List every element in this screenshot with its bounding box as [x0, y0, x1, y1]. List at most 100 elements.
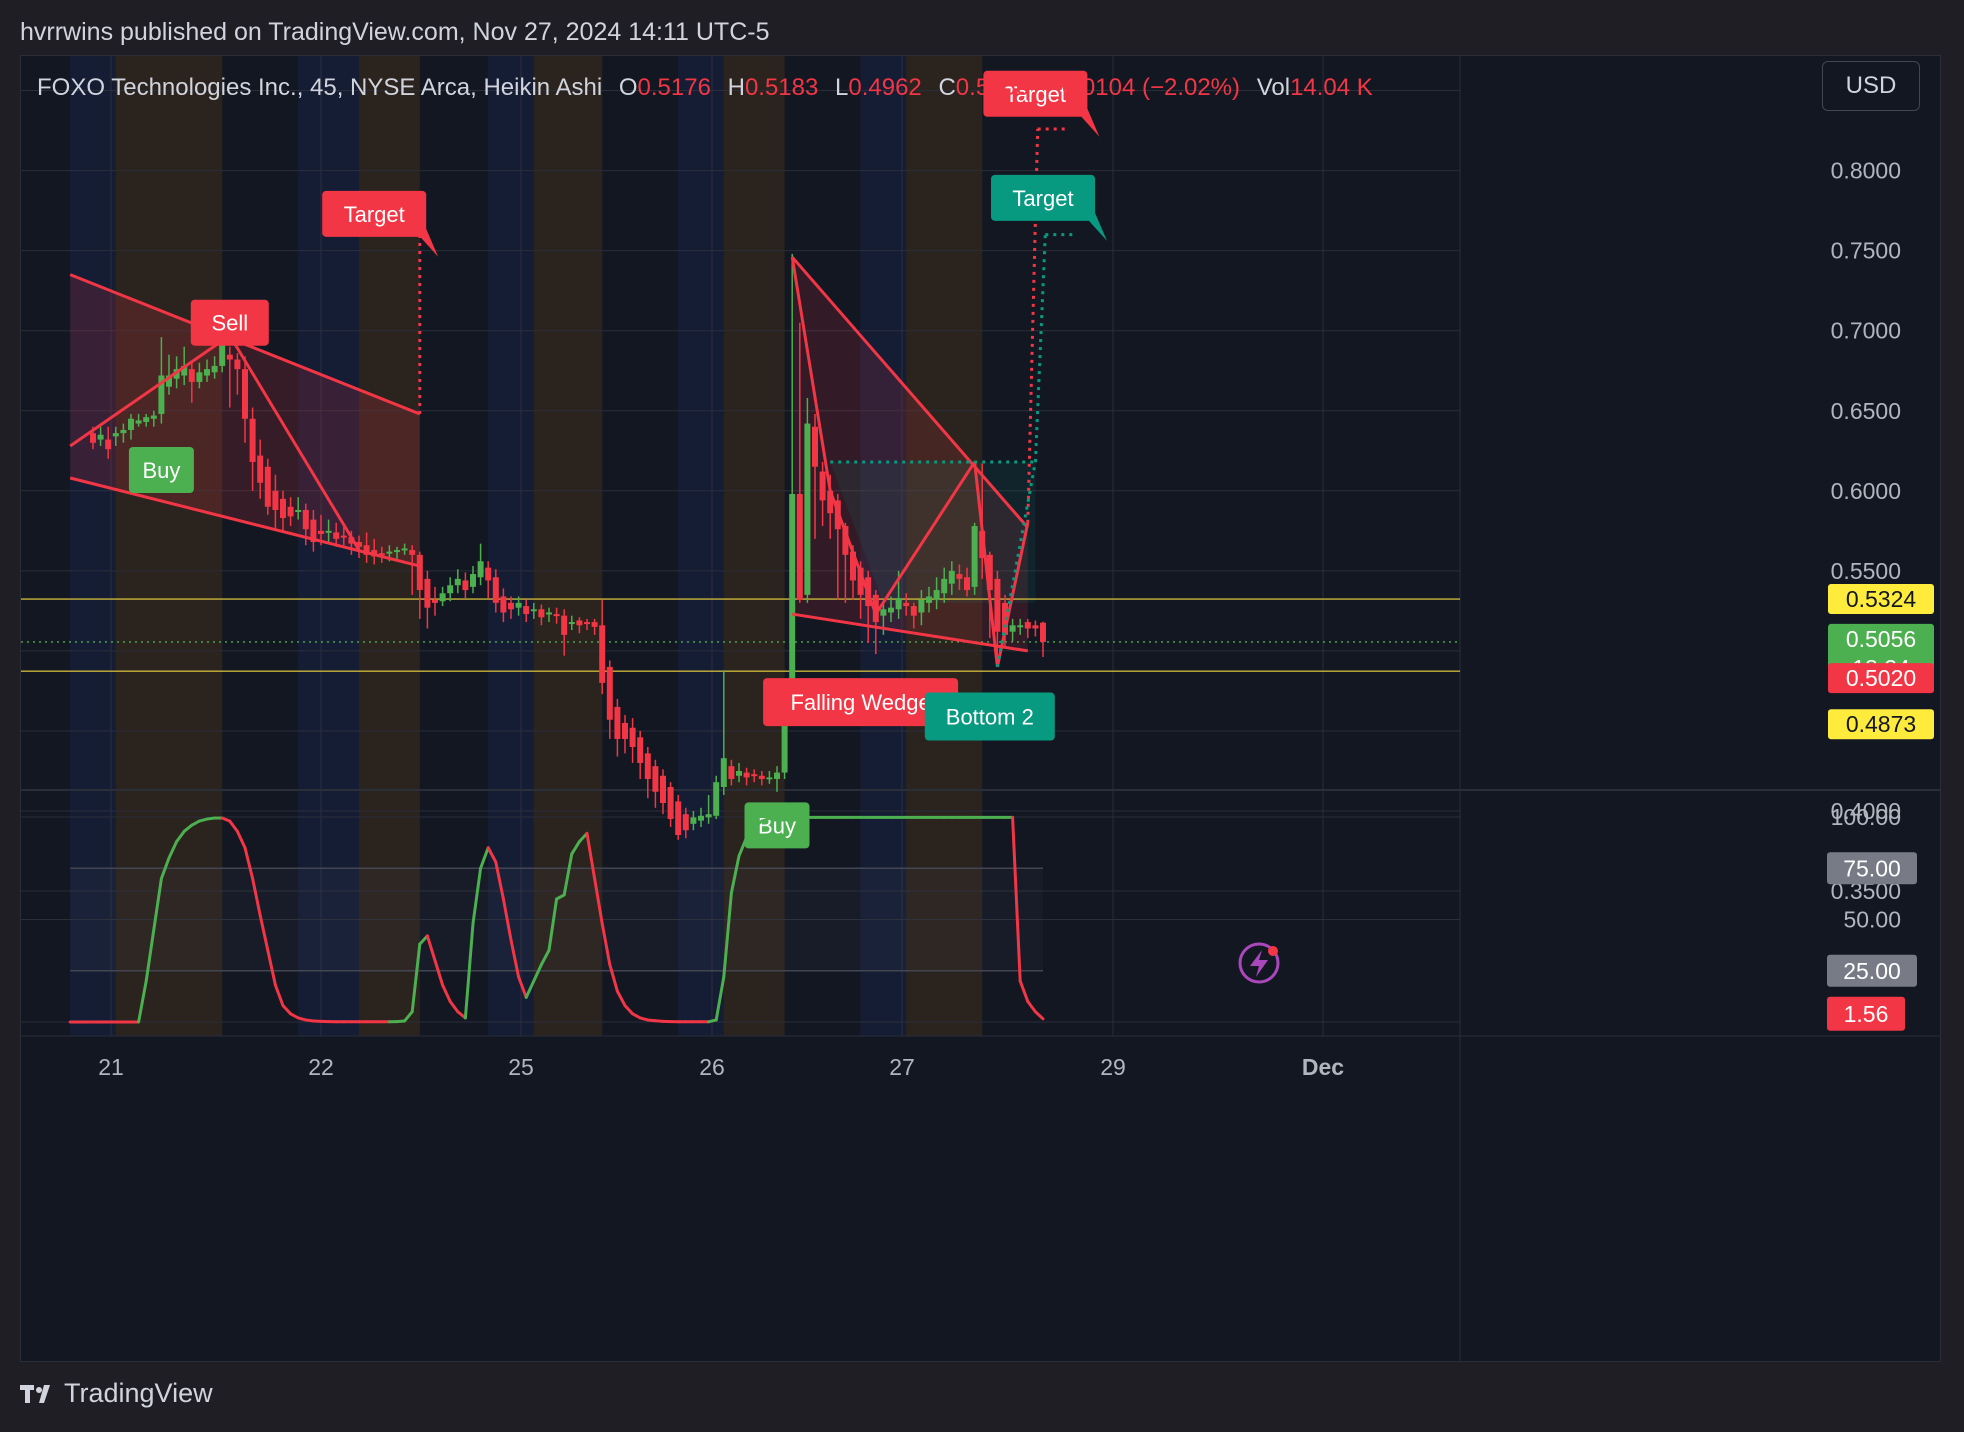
currency-button[interactable]: USD — [1822, 61, 1920, 111]
candle-body — [287, 506, 294, 517]
candle-body — [378, 553, 385, 556]
chart-panel[interactable]: Buy Sell Target Buy Falling Wedge Bottom 2 Tar… — [20, 55, 1941, 1362]
osc-line-segment — [517, 975, 528, 999]
price-tick-label: 0.4000 — [1831, 798, 1901, 824]
price-label-text: 0.5324 — [1846, 586, 1917, 612]
candle-body — [409, 550, 416, 555]
candle-body — [348, 537, 355, 544]
price-label-red: 0.5020 — [1828, 663, 1934, 694]
candle-body — [143, 417, 150, 422]
lightning-dot — [1268, 946, 1278, 956]
low-label: L — [835, 74, 849, 101]
volume-label: Vol — [1256, 74, 1291, 101]
candle-body — [515, 602, 522, 608]
lightning-ring — [1238, 942, 1280, 984]
candle-body — [705, 814, 712, 818]
wedge-zigzag-line — [973, 461, 999, 668]
osc-level-label: 75.00 — [1827, 852, 1917, 885]
candle-body — [424, 578, 431, 608]
candle-body — [219, 340, 226, 366]
candle-body — [135, 420, 142, 424]
osc-line-segment — [615, 989, 627, 1008]
candle-body — [264, 466, 271, 507]
osc-line-segment — [486, 846, 498, 864]
osc-line-segment — [167, 840, 179, 860]
candle-body — [842, 526, 849, 555]
candle-body — [302, 510, 309, 530]
osc-line-segment — [441, 983, 452, 1003]
candle-body — [333, 532, 340, 539]
footer-brand[interactable]: TradingView — [20, 1378, 213, 1409]
time-tick-label: 25 — [508, 1054, 534, 1080]
annotation-pattern-red: Falling Wedge — [763, 678, 959, 727]
osc-current-label: 1.56 — [1827, 996, 1905, 1031]
osc-line-segment — [463, 922, 475, 1020]
bottom-dotted-line — [995, 461, 1037, 668]
time-axis: 21 22 25 26 27 29 Dec — [98, 1054, 1344, 1080]
candle-body — [956, 574, 963, 579]
candle-body — [416, 554, 423, 591]
symbol-legend: FOXO Technologies Inc., 45, NYSE Arca, H… — [37, 74, 1373, 102]
price-label-box — [1828, 663, 1934, 694]
osc-level-label: 25.00 — [1827, 954, 1917, 987]
annotation-box — [983, 70, 1088, 117]
candle-body — [682, 814, 689, 831]
candle-body — [675, 801, 682, 836]
candle-body — [576, 620, 583, 626]
candle-body — [166, 375, 172, 387]
annotation-box — [322, 190, 427, 237]
candle-body — [629, 727, 636, 747]
channel-zigzag-line — [228, 334, 361, 551]
osc-line-segment — [243, 846, 255, 880]
price-label-box — [1828, 584, 1934, 615]
candle-body — [112, 433, 119, 437]
price-label-text: 0.4873 — [1846, 711, 1916, 737]
candle-body — [568, 622, 575, 625]
wedge-zigzag-line — [874, 461, 976, 615]
osc-line-segment — [281, 1004, 293, 1016]
candle-body — [789, 494, 796, 693]
candle-body — [508, 602, 514, 610]
candle-body — [941, 578, 948, 594]
candle-body — [758, 775, 765, 779]
candle-body — [462, 580, 469, 591]
osc-line-segment — [433, 959, 445, 987]
brand-name: TradingView — [64, 1378, 213, 1408]
channel-lower-line — [69, 476, 421, 568]
lightning-alert-icon[interactable] — [1238, 942, 1280, 984]
osc-line-segment — [152, 877, 163, 932]
time-tick-label: 22 — [308, 1054, 334, 1080]
annotation-box — [763, 678, 959, 727]
osc-line-segment — [600, 922, 612, 967]
candle-body — [432, 599, 438, 603]
candle-body — [888, 607, 894, 613]
candle-body — [796, 494, 803, 600]
osc-line-segment — [471, 866, 483, 926]
osc-line-segment — [251, 877, 262, 917]
session-band-blue — [678, 56, 724, 1036]
candle-body — [530, 609, 537, 612]
candle-body — [363, 545, 370, 555]
osc-line-segment — [539, 948, 551, 967]
candle-body — [781, 692, 788, 773]
candle-body — [211, 365, 218, 373]
candle-body — [720, 758, 727, 787]
candle-body — [591, 622, 598, 627]
candle-body — [1032, 625, 1039, 629]
osc-line-segment — [182, 823, 194, 833]
candle-body — [561, 615, 568, 635]
candle-body — [105, 439, 112, 450]
osc-line-segment — [547, 897, 559, 952]
osc-line-segment — [752, 819, 764, 829]
candle-body — [857, 567, 864, 595]
candle-body — [280, 498, 286, 519]
candle-body — [736, 770, 742, 776]
annotation-pointer — [420, 228, 439, 257]
wedge-lower-line — [791, 612, 1029, 653]
price-tick-label: 0.6000 — [1831, 478, 1901, 504]
candle-body — [1024, 622, 1031, 629]
annotation-box — [128, 446, 194, 493]
osc-line-segment — [714, 975, 726, 1022]
candle-body — [492, 577, 499, 603]
